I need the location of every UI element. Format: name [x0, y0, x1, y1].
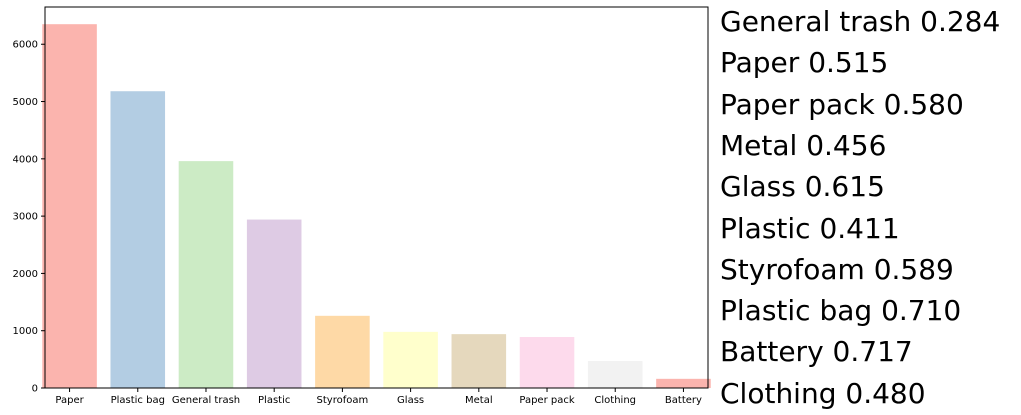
- y-axis: 0 1000 2000 3000 4000 5000 6000: [13, 40, 45, 395]
- y-tick-label-4000: 4000: [13, 154, 38, 165]
- class-score-label: Paper: [720, 46, 800, 80]
- x-tick-label-metal: Metal: [465, 395, 493, 406]
- x-tick-label-glass: Glass: [397, 395, 424, 406]
- class-score-item: Metal 0.456: [720, 126, 886, 166]
- x-tick-label-general-trash: General trash: [172, 395, 240, 406]
- bar-clothing: [587, 361, 643, 388]
- y-tick-label-2000: 2000: [13, 269, 38, 280]
- class-score-value: 0.589: [873, 252, 954, 286]
- x-tick-label-battery: Battery: [665, 395, 702, 406]
- class-score-value: 0.717: [832, 335, 913, 369]
- class-score-label: Metal: [720, 128, 798, 162]
- class-score-value: 0.615: [804, 170, 885, 204]
- x-tick-label-paper: Paper: [55, 395, 84, 406]
- class-score-item: Clothing 0.480: [720, 374, 926, 414]
- class-score-label: Battery: [720, 335, 824, 369]
- class-score-item: Paper pack 0.580: [720, 85, 964, 125]
- bar-styrofoam: [315, 315, 370, 388]
- bar-plastic-bag: [110, 91, 166, 388]
- class-score-label: Clothing: [720, 376, 837, 410]
- y-tick-label-5000: 5000: [13, 97, 38, 108]
- class-score-label: Glass: [720, 170, 796, 204]
- bar-metal: [451, 334, 507, 388]
- x-axis: Paper Plastic bag General trash Plastic Styr…: [55, 388, 702, 406]
- bar-chart: 0 1000 2000 3000 4000 5000 6000 Paper Plastic b…: [13, 6, 711, 406]
- class-score-list: General trash 0.284 Paper 0.515 Paper pack…: [720, 0, 1020, 415]
- class-score-item: Styrofoam 0.589: [720, 250, 954, 290]
- class-score-item: Plastic 0.411: [720, 209, 900, 249]
- class-score-item: Glass 0.615: [720, 167, 885, 207]
- x-tick-label-paper-pack: Paper pack: [519, 395, 574, 406]
- bar-plastic: [246, 219, 302, 388]
- bar-paper-pack: [519, 337, 575, 388]
- class-score-item: General trash 0.284: [720, 2, 1000, 42]
- bar-general-trash: [178, 161, 234, 388]
- plot-frame: [44, 6, 709, 389]
- class-score-label: Paper pack: [720, 87, 875, 121]
- y-tick-label-1000: 1000: [13, 326, 38, 337]
- class-score-label: Styrofoam: [720, 252, 865, 286]
- class-score-item: Paper 0.515: [720, 43, 888, 83]
- class-score-label: General trash: [720, 5, 912, 38]
- class-score-value: 0.515: [808, 46, 889, 80]
- class-score-label: Plastic: [720, 211, 811, 245]
- class-score-label: Plastic bag: [720, 294, 873, 328]
- class-score-value: 0.580: [883, 87, 964, 121]
- class-score-value: 0.480: [845, 376, 926, 410]
- x-tick-label-clothing: Clothing: [594, 395, 636, 406]
- x-tick-label-styrofoam: Styrofoam: [317, 395, 369, 406]
- class-score-value: 0.456: [806, 128, 887, 162]
- x-tick-label-plastic: Plastic: [258, 395, 290, 406]
- bar-battery: [656, 378, 711, 388]
- bar-glass: [383, 331, 438, 388]
- x-tick-label-plastic-bag: Plastic bag: [111, 395, 165, 406]
- y-tick-label-3000: 3000: [13, 212, 38, 223]
- class-score-value: 0.411: [819, 211, 900, 245]
- class-score-value: 0.284: [920, 5, 1001, 38]
- bars-layer: [42, 24, 711, 388]
- class-score-item: Plastic bag 0.710: [720, 291, 961, 331]
- y-tick-label-6000: 6000: [13, 40, 38, 51]
- bar-paper: [42, 24, 97, 388]
- y-tick-label-0: 0: [32, 384, 38, 395]
- class-score-value: 0.710: [881, 294, 962, 328]
- class-score-item: Battery 0.717: [720, 332, 913, 372]
